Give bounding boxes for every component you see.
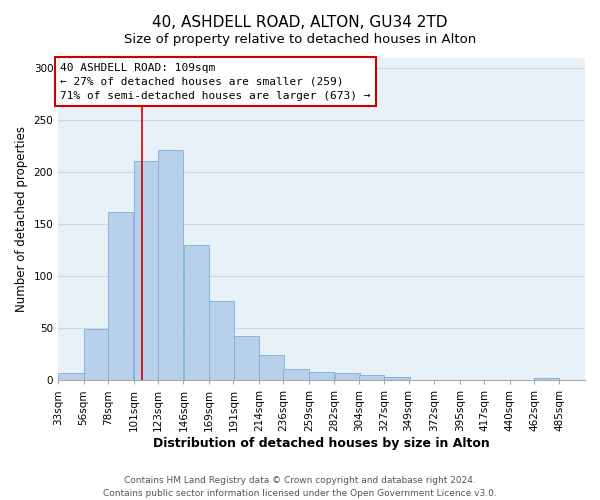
Bar (534, 378, 559, 380)
Text: 40, ASHDELL ROAD, ALTON, GU34 2TD: 40, ASHDELL ROAD, ALTON, GU34 2TD (152, 15, 448, 30)
Bar (108, 212, 133, 380)
Text: Contains HM Land Registry data © Crown copyright and database right 2024.
Contai: Contains HM Land Registry data © Crown c… (103, 476, 497, 498)
Bar (309, 372, 334, 380)
Text: Size of property relative to detached houses in Alton: Size of property relative to detached ho… (124, 32, 476, 46)
Bar (184, 245, 209, 380)
Text: 40 ASHDELL ROAD: 109sqm
← 27% of detached houses are smaller (259)
71% of semi-d: 40 ASHDELL ROAD: 109sqm ← 27% of detache… (61, 62, 371, 100)
Bar (335, 373, 359, 380)
Bar (385, 377, 410, 380)
Y-axis label: Number of detached properties: Number of detached properties (15, 126, 28, 312)
Bar (259, 356, 284, 380)
Bar (233, 336, 259, 380)
Bar (283, 369, 308, 380)
Bar (58, 373, 83, 380)
Bar (84, 330, 109, 380)
Bar (134, 160, 159, 380)
Bar (209, 301, 235, 380)
Bar (359, 375, 384, 380)
X-axis label: Distribution of detached houses by size in Alton: Distribution of detached houses by size … (153, 437, 490, 450)
Bar (158, 150, 184, 380)
